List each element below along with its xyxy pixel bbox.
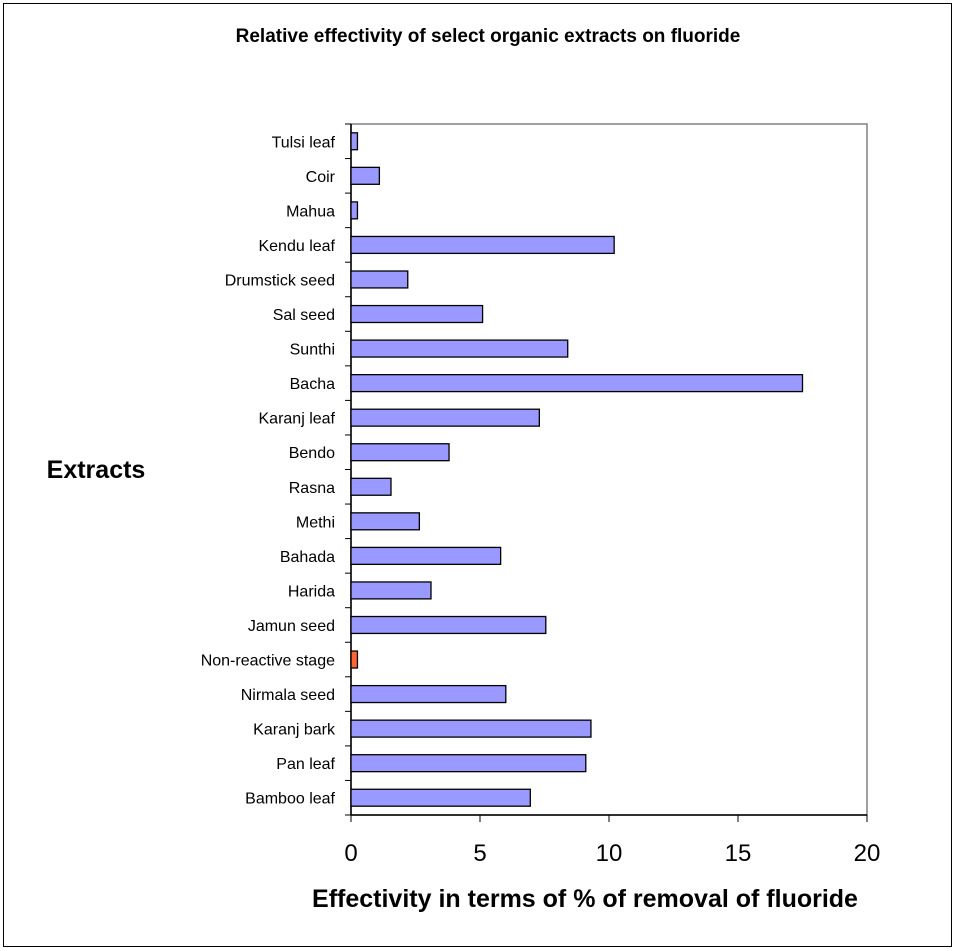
category-label: Jamun seed xyxy=(248,618,335,635)
chart-title: Relative effectivity of select organic e… xyxy=(236,26,741,47)
bar xyxy=(350,546,502,565)
bar xyxy=(350,788,531,807)
category-label: Mahua xyxy=(286,203,335,220)
category-label: Karanj leaf xyxy=(259,411,336,428)
bar xyxy=(350,615,547,635)
category-label: Non-reactive stage xyxy=(201,653,335,670)
category-label: Sal seed xyxy=(273,307,335,324)
category-label: Sunthi xyxy=(290,342,335,359)
bar xyxy=(350,408,540,427)
category-label: Rasna xyxy=(289,480,335,497)
category-label: Drumstick seed xyxy=(225,272,335,289)
y-axis-label: Extracts xyxy=(47,456,146,484)
bar xyxy=(350,581,432,600)
x-tick-label: 15 xyxy=(725,840,752,867)
x-tick-label: 20 xyxy=(854,840,881,867)
bar xyxy=(350,235,615,255)
x-tick-label: 10 xyxy=(596,840,623,867)
plot-marks: Tulsi leaf Coir Mahua Kendu leaf Drumstick s… xyxy=(201,123,881,867)
bar xyxy=(350,719,592,738)
category-label: Kendu leaf xyxy=(258,238,335,255)
bar xyxy=(350,374,804,393)
bar xyxy=(350,304,484,324)
plot-area xyxy=(350,123,868,816)
category-label: Bacha xyxy=(290,376,335,393)
x-axis-label: Effectivity in terms of % of removal of … xyxy=(312,885,858,913)
bar xyxy=(350,477,392,496)
bar xyxy=(350,132,359,151)
bar xyxy=(350,166,381,185)
x-tick-label: 0 xyxy=(344,840,357,867)
bar xyxy=(350,201,359,220)
bar xyxy=(350,339,569,358)
category-label: Harida xyxy=(288,583,335,600)
category-label: Karanj bark xyxy=(253,722,336,739)
category-label: Coir xyxy=(306,169,336,186)
bar xyxy=(350,684,507,704)
bar xyxy=(350,650,359,669)
category-label: Nirmala seed xyxy=(241,687,335,704)
bar xyxy=(350,270,409,289)
bar xyxy=(350,512,421,531)
bar xyxy=(350,443,450,462)
category-label: Bendo xyxy=(289,445,335,462)
category-label: Pan leaf xyxy=(276,756,335,773)
category-label: Methi xyxy=(296,514,335,531)
category-label: Bamboo leaf xyxy=(245,791,335,808)
category-label: Bahada xyxy=(280,549,335,566)
category-label: Tulsi leaf xyxy=(272,134,336,151)
x-tick-label: 5 xyxy=(473,840,486,867)
bar xyxy=(350,754,587,773)
